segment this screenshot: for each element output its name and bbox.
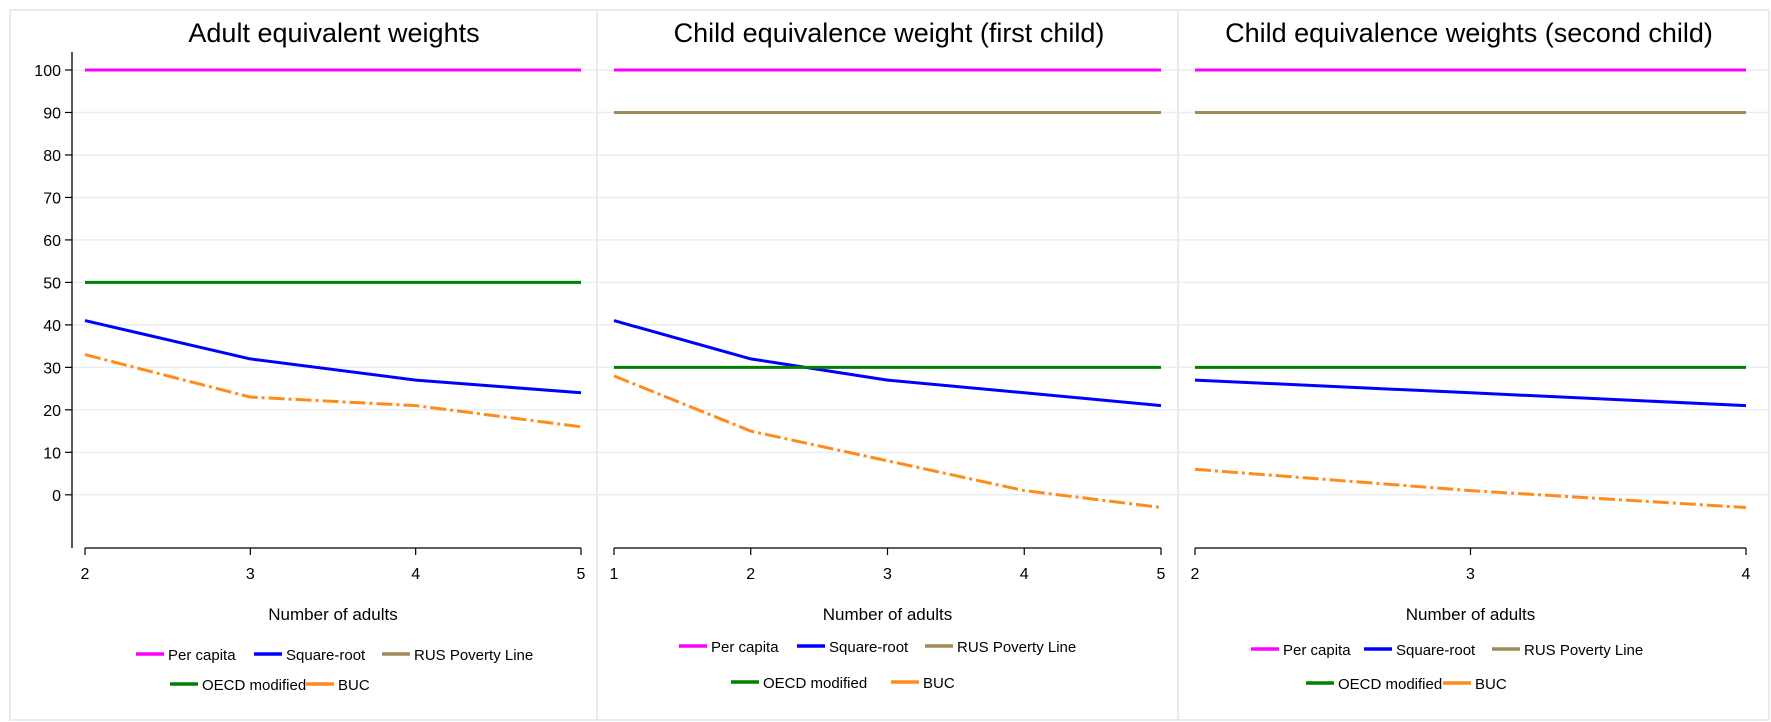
y-tick-label: 80 (43, 148, 61, 165)
legend-label-rus-poverty-line: RUS Poverty Line (1524, 642, 1643, 659)
y-tick-label: 70 (43, 190, 61, 207)
legend: Per capita Square-root RUS Poverty Line OEC… (679, 639, 1076, 692)
chart-panel-1: Adult equivalent weights 2 3 4 5 Number of ad… (81, 18, 586, 694)
x-axis-label: Number of adults (823, 605, 952, 624)
figure-border (9, 9, 1770, 721)
series-line-square-root (613, 319, 1162, 408)
legend-label-square-root: Square-root (1396, 642, 1476, 659)
y-tick-label: 90 (43, 105, 61, 122)
y-tick-label: 0 (52, 488, 61, 505)
legend-label-rus-poverty-line: RUS Poverty Line (957, 639, 1076, 656)
chart-panel-3: Child equivalence weights (second child)… (1191, 18, 1751, 693)
legend-label-square-root: Square-root (829, 639, 909, 656)
y-tick-label: 100 (34, 63, 61, 80)
x-axis-label: Number of adults (1406, 605, 1535, 624)
x-axis-label: Number of adults (268, 605, 397, 624)
series-line-buc (84, 353, 582, 429)
y-tick-label: 10 (43, 445, 61, 462)
x-tick-label: 2 (1191, 566, 1200, 583)
x-tick-label: 4 (1020, 566, 1029, 583)
x-tick-label: 5 (1157, 566, 1166, 583)
series-line-buc (1194, 467, 1747, 509)
panel-title: Child equivalence weights (second child) (1225, 18, 1713, 48)
y-tick-label: 20 (43, 403, 61, 420)
x-tick-label: 2 (746, 566, 755, 583)
legend-label-square-root: Square-root (286, 647, 366, 664)
legend-label-per-capita: Per capita (1283, 642, 1351, 659)
x-tick-label: 4 (411, 566, 420, 583)
legend-label-buc: BUC (338, 677, 370, 694)
legend-label-oecd-modified: OECD modified (1338, 676, 1442, 693)
x-tick-label: 3 (246, 566, 255, 583)
legend-label-buc: BUC (923, 675, 955, 692)
x-tick-label: 4 (1742, 566, 1751, 583)
x-tick-label: 3 (1466, 566, 1475, 583)
legend-label-oecd-modified: OECD modified (763, 675, 867, 692)
chart-panel-2: Child equivalence weight (first child) 1 2… (610, 18, 1166, 692)
series-line-square-root (84, 319, 582, 395)
x-tick-label: 2 (81, 566, 90, 583)
legend: Per capita Square-root RUS Poverty Line OEC… (1251, 642, 1643, 693)
x-tick-label: 3 (883, 566, 892, 583)
x-tick-label: 1 (610, 566, 619, 583)
panel-title: Child equivalence weight (first child) (674, 18, 1105, 48)
legend-label-oecd-modified: OECD modified (202, 677, 306, 694)
series-line-buc (613, 374, 1162, 509)
legend-label-per-capita: Per capita (168, 647, 236, 664)
y-tick-label: 40 (43, 318, 61, 335)
y-tick-label: 50 (43, 275, 61, 292)
y-tick-label: 30 (43, 360, 61, 377)
legend-label-rus-poverty-line: RUS Poverty Line (414, 647, 533, 664)
panel-title: Adult equivalent weights (188, 18, 479, 48)
x-tick-label: 5 (577, 566, 586, 583)
legend-label-per-capita: Per capita (711, 639, 779, 656)
legend-label-buc: BUC (1475, 676, 1507, 693)
legend: Per capita Square-root RUS Poverty Line OEC… (136, 647, 533, 694)
series-line-square-root (1194, 378, 1747, 408)
y-tick-label: 60 (43, 233, 61, 250)
